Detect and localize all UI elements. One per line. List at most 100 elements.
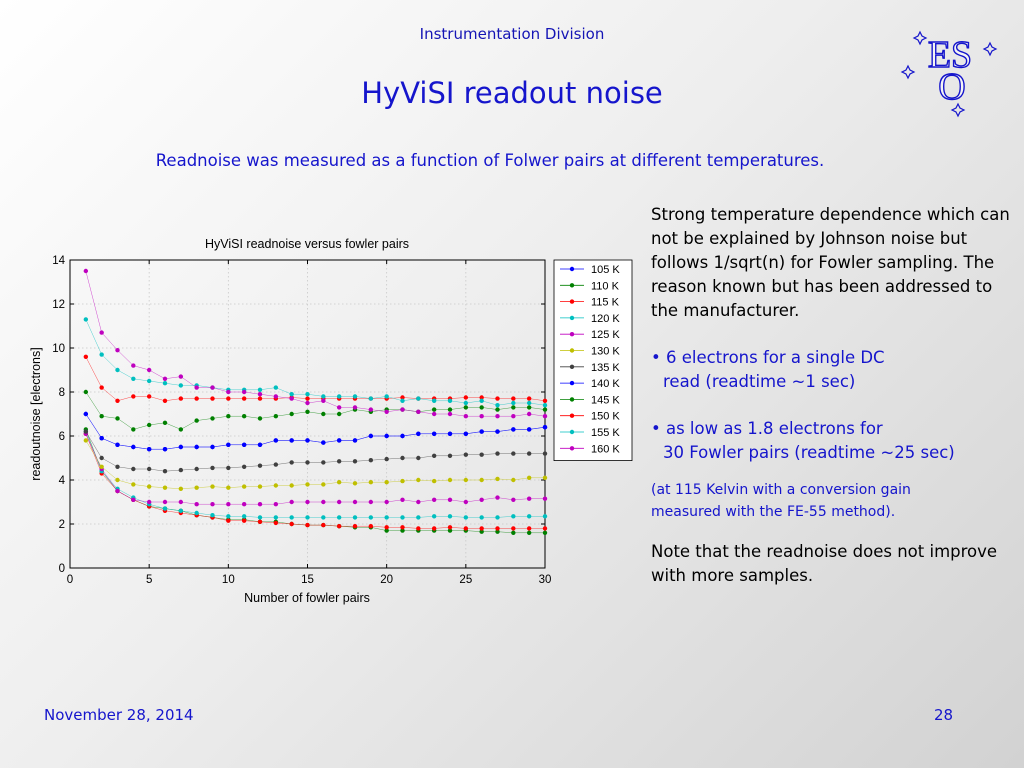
data-point [336, 524, 342, 529]
data-point [352, 459, 358, 464]
series-110-k [83, 427, 548, 535]
data-point [194, 418, 199, 423]
data-point [352, 438, 358, 443]
data-point [115, 442, 120, 447]
series-line [85, 356, 546, 402]
data-point [131, 444, 136, 450]
data-point [447, 477, 453, 483]
data-point [511, 477, 516, 483]
data-point [131, 363, 136, 368]
data-point [226, 465, 231, 471]
data-point [257, 515, 263, 520]
data-point [289, 515, 294, 520]
note-paragraph: Strong temperature dependence which can … [651, 205, 1010, 320]
bullet-1-line-1: • 6 electrons for a single DC [651, 348, 885, 367]
data-point [241, 484, 247, 489]
data-point [495, 429, 500, 434]
data-point [542, 514, 548, 519]
data-point [526, 475, 532, 480]
data-point [162, 420, 168, 425]
data-point [226, 502, 231, 507]
series-150-k [83, 354, 548, 403]
data-point [289, 499, 294, 505]
data-point [162, 398, 168, 403]
data-point [511, 414, 516, 419]
data-point [115, 348, 120, 353]
data-point [400, 515, 405, 520]
data-point [511, 497, 516, 502]
data-point [495, 526, 500, 531]
data-point [463, 405, 469, 410]
series-line [85, 413, 546, 450]
data-point [178, 444, 184, 450]
data-point [146, 466, 152, 472]
data-point [162, 381, 168, 386]
data-point [83, 317, 89, 322]
data-point [526, 496, 532, 501]
data-point [416, 455, 421, 461]
data-point [384, 528, 389, 533]
data-point [162, 485, 168, 490]
data-point [400, 395, 405, 400]
series-group [83, 268, 548, 535]
data-point [83, 268, 89, 274]
data-point [257, 442, 263, 447]
data-point [495, 529, 500, 534]
data-point [384, 456, 389, 462]
data-point [416, 409, 421, 414]
legend-label: 155 K [591, 427, 620, 439]
data-point [463, 395, 469, 400]
bullet-2-line-1: • as low as 1.8 electrons for [651, 419, 883, 438]
data-point [146, 499, 152, 505]
data-point [511, 526, 516, 531]
y-tick-label: 14 [52, 255, 65, 267]
legend-label: 105 K [591, 264, 620, 276]
data-point [241, 514, 247, 519]
data-point [352, 524, 358, 529]
data-point [526, 451, 532, 456]
data-point [305, 460, 310, 465]
y-tick-label: 2 [59, 519, 65, 531]
data-point [463, 499, 469, 505]
data-point [178, 396, 184, 401]
star-icon [900, 64, 916, 80]
data-point [495, 396, 500, 401]
data-point [336, 459, 342, 464]
data-point [115, 477, 120, 483]
data-point [352, 515, 358, 520]
data-point [400, 478, 405, 484]
data-point [321, 394, 326, 399]
data-point [305, 522, 310, 528]
data-point [99, 330, 104, 335]
eso-logo-text-top: ES [928, 34, 972, 76]
data-point [257, 519, 263, 524]
legend-swatch-marker [569, 266, 575, 272]
legend-label: 135 K [591, 362, 620, 374]
legend-swatch-marker [569, 413, 575, 418]
y-tick-label: 10 [52, 343, 65, 355]
y-tick-label: 8 [59, 387, 65, 399]
y-tick-label: 4 [59, 475, 66, 487]
data-point [495, 495, 500, 500]
data-point [194, 510, 199, 516]
data-point [368, 407, 374, 412]
x-tick-label: 30 [539, 574, 552, 586]
data-point [241, 464, 247, 469]
data-point [146, 484, 152, 489]
data-point [384, 433, 389, 439]
data-point [526, 427, 532, 432]
data-point [511, 514, 516, 519]
y-tick-label: 0 [59, 563, 65, 575]
series-line [85, 431, 545, 472]
data-point [463, 431, 469, 436]
legend-swatch-marker [569, 283, 575, 288]
x-axis-label: Number of fowler pairs [244, 591, 370, 605]
data-point [194, 466, 199, 472]
data-point [226, 518, 231, 523]
data-point [321, 482, 326, 487]
data-point [131, 376, 136, 381]
data-point [210, 444, 215, 450]
data-point [115, 488, 120, 494]
data-point [241, 389, 247, 395]
data-point [447, 514, 453, 519]
